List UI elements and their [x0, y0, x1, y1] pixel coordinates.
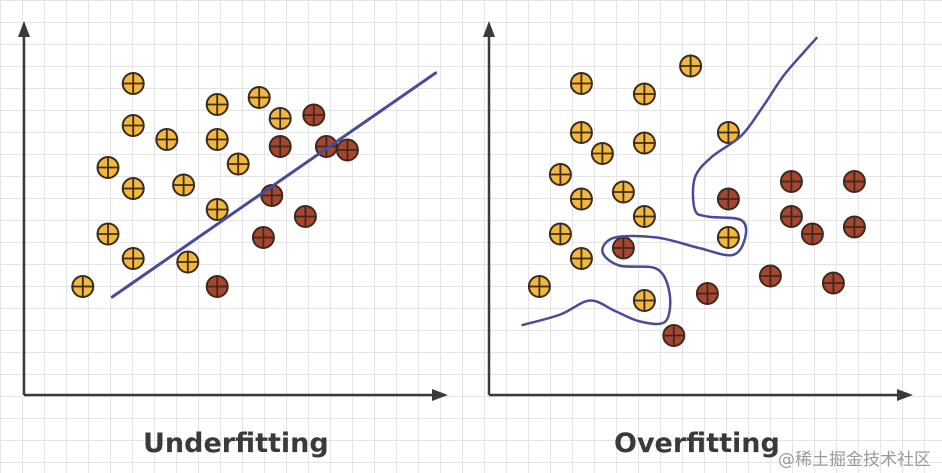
class-b-point: [205, 275, 229, 298]
class-a-point: [569, 121, 593, 144]
underfitting-caption: Underfitting: [143, 428, 329, 459]
class-a-point: [121, 177, 145, 200]
class-a-point: [96, 222, 120, 246]
class-a-point: [611, 180, 635, 204]
class-b-point: [293, 205, 317, 228]
class-a-point: [716, 226, 740, 249]
class-a-point: [569, 247, 593, 270]
y-axis-arrow-icon: [483, 21, 495, 37]
class-a-point: [548, 222, 572, 246]
class-b-point: [251, 226, 275, 249]
class-b-point: [779, 170, 803, 193]
class-a-point: [172, 173, 196, 197]
class-a-point: [268, 107, 292, 130]
class-a-point: [632, 131, 656, 155]
class-a-point: [632, 205, 656, 228]
class-a-point: [679, 54, 703, 78]
class-b-point: [335, 138, 359, 162]
class-b-point: [821, 271, 845, 295]
class-a-point: [121, 247, 145, 270]
class-a-point: [205, 128, 229, 151]
class-a-point: [205, 198, 229, 221]
class-b-point: [268, 135, 292, 158]
class-b-point: [758, 264, 782, 288]
class-a-point: [569, 187, 593, 211]
class-a-point: [569, 72, 593, 95]
overfitting-panel: [483, 21, 913, 401]
class-a-point: [226, 152, 250, 176]
class-a-point: [590, 142, 614, 165]
class-b-point: [695, 282, 719, 305]
class-b-point: [302, 103, 326, 127]
class-b-point: [611, 236, 635, 260]
underfitting-panel: [18, 21, 448, 401]
class-b-point: [842, 170, 866, 193]
class-b-point: [716, 187, 740, 211]
class-a-point: [96, 156, 120, 179]
x-axis-arrow-icon: [897, 389, 913, 401]
class-a-point: [548, 163, 572, 186]
class-a-point: [716, 121, 740, 144]
class-a-point: [205, 93, 229, 116]
class-a-point: [155, 128, 179, 151]
class-a-point: [176, 250, 200, 274]
class-b-point: [662, 324, 686, 347]
overfitting-caption: Overfitting: [614, 428, 780, 459]
class-b-point: [779, 205, 803, 228]
x-axis-arrow-icon: [432, 389, 448, 401]
class-a-point: [527, 275, 551, 298]
class-a-point: [632, 289, 656, 312]
watermark: @稀土掘金技术社区: [778, 450, 931, 470]
decision-boundary-curve: [521, 36, 818, 327]
class-b-point: [800, 222, 824, 246]
class-a-point: [71, 275, 95, 298]
class-a-point: [121, 72, 145, 95]
y-axis-arrow-icon: [18, 21, 30, 37]
class-a-point: [247, 86, 271, 109]
class-a-point: [121, 114, 145, 137]
class-a-point: [632, 82, 656, 106]
class-b-point: [842, 215, 866, 239]
decision-boundary-line: [110, 71, 438, 299]
